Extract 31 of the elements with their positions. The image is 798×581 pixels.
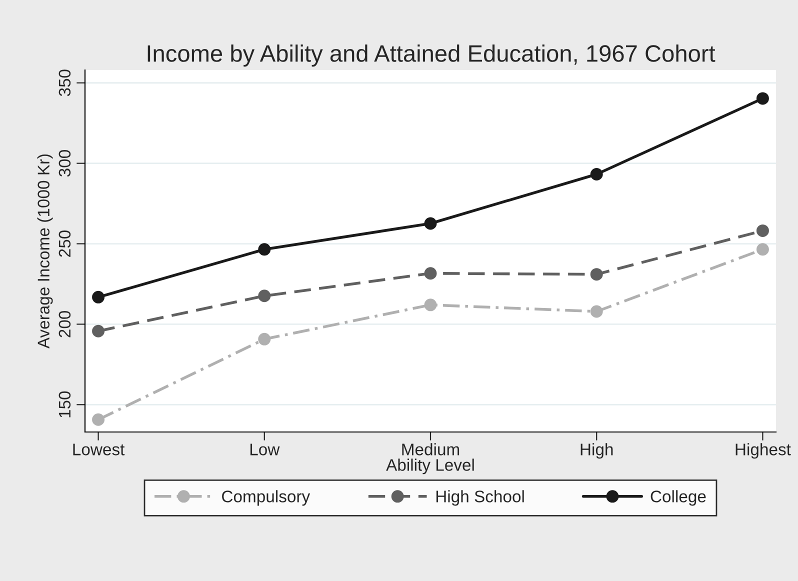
y-tick-label: 350	[58, 70, 71, 96]
point	[258, 243, 271, 256]
x-tick-label: Low	[250, 444, 280, 456]
point	[258, 290, 271, 302]
y-tick-label: 200	[58, 310, 71, 338]
point	[258, 332, 271, 346]
x-tick-label: Lowest	[73, 444, 125, 456]
y-tick-label: 300	[58, 150, 71, 177]
point	[756, 224, 769, 237]
legend-label: High School	[436, 490, 524, 506]
y-axis-title: Average Income (1000 Kr)	[37, 154, 53, 349]
point	[590, 305, 603, 318]
point	[92, 324, 105, 338]
y-tick-label: 150	[58, 391, 71, 418]
point	[756, 92, 769, 105]
point	[92, 290, 105, 304]
x-tick-label: High	[580, 443, 613, 459]
y-tick-label: 250	[58, 230, 71, 257]
chart-title: Income by Ability and Attained Education, 1967 Cohort	[148, 44, 716, 67]
point	[756, 243, 769, 256]
point	[92, 413, 105, 426]
point	[424, 217, 437, 230]
point	[590, 268, 603, 281]
x-tick-label: Highest	[736, 443, 791, 459]
point	[424, 298, 437, 312]
x-tick-label: Medium	[402, 443, 460, 456]
point	[424, 267, 437, 280]
x-axis-title: Ability Level	[386, 458, 474, 474]
point	[590, 168, 603, 181]
legend-label: Compulsory	[222, 490, 310, 506]
legend-label: College	[650, 490, 706, 506]
